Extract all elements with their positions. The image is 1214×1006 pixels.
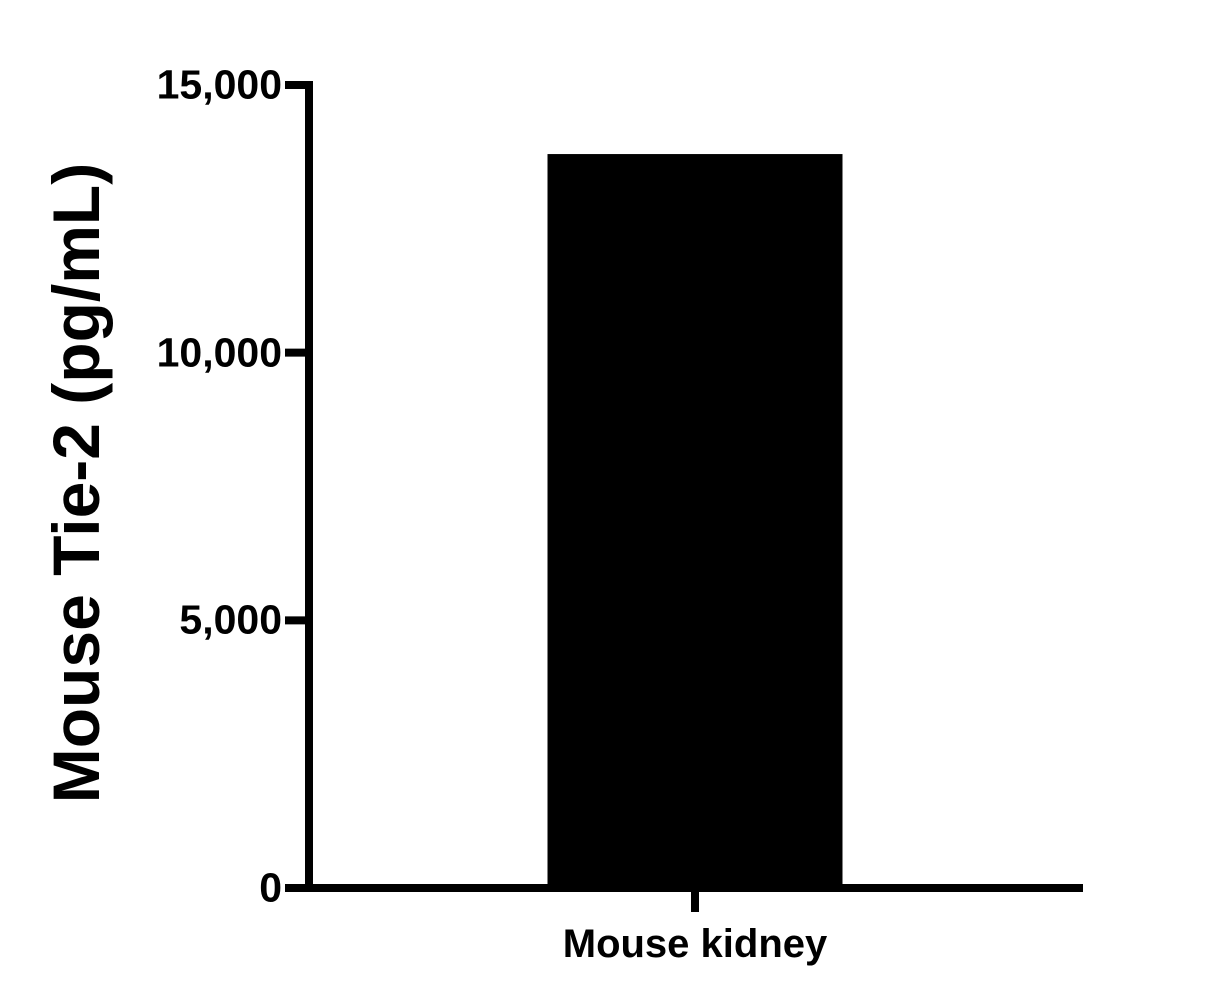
y-axis-title: Mouse Tie-2 (pg/mL)	[39, 162, 113, 804]
x-category-label: Mouse kidney	[562, 922, 828, 966]
y-tick-label-2: 10,000	[156, 329, 282, 376]
y-tick-label-0: 0	[259, 864, 282, 911]
y-tick-label-3: 15,000	[156, 61, 282, 108]
bar-mouse-kidney	[547, 154, 843, 889]
y-tick-label-1: 5,000	[179, 596, 282, 643]
